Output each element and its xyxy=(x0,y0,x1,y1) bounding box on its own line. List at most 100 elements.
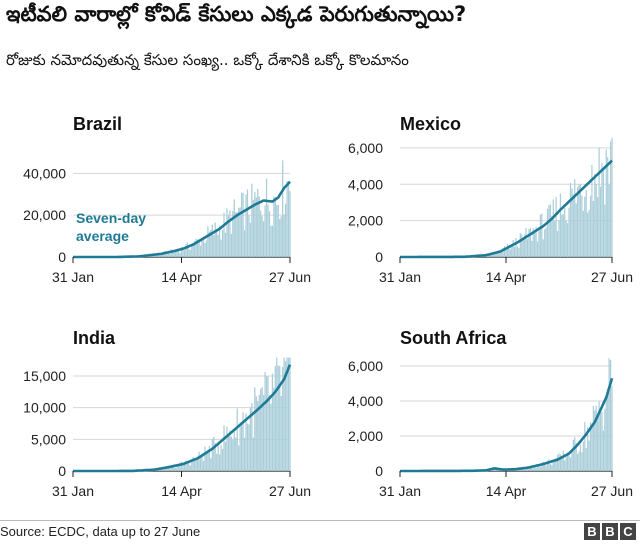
daily-bar xyxy=(568,207,570,257)
chart-subtitle: రోజుకు నమోదవుతున్న కేసుల సంఖ్య.. ఒక్కో ద… xyxy=(6,51,409,69)
daily-bar xyxy=(538,465,540,471)
daily-bar xyxy=(239,207,241,257)
daily-bar xyxy=(539,466,541,471)
series-annotation: Seven-day xyxy=(76,210,146,226)
daily-bar xyxy=(597,417,599,471)
daily-bar xyxy=(260,210,262,257)
daily-bar xyxy=(238,207,240,257)
daily-bar xyxy=(235,437,237,471)
daily-bar xyxy=(599,408,602,471)
series-annotation: average xyxy=(76,228,129,244)
daily-bar xyxy=(179,462,181,471)
daily-bar xyxy=(511,244,513,257)
daily-bar xyxy=(555,457,557,471)
panel-title: Mexico xyxy=(400,114,461,134)
x-tick-label: 31 Jan xyxy=(379,269,421,285)
daily-bar xyxy=(509,249,511,257)
daily-bar xyxy=(559,454,562,471)
daily-bar xyxy=(544,229,546,257)
daily-bar xyxy=(220,445,222,471)
daily-bar xyxy=(232,439,234,471)
daily-bar xyxy=(246,423,249,471)
y-tick-label: 0 xyxy=(58,463,66,479)
daily-bar xyxy=(604,204,606,257)
daily-bar xyxy=(569,182,572,257)
daily-bar xyxy=(175,249,177,257)
daily-bar xyxy=(199,245,202,257)
daily-bar xyxy=(545,227,547,257)
daily-bar xyxy=(262,395,265,471)
daily-bar xyxy=(524,468,526,471)
daily-bar xyxy=(502,247,504,257)
daily-bar xyxy=(594,410,596,471)
daily-bar xyxy=(546,208,549,257)
daily-bar xyxy=(564,207,566,257)
daily-bar xyxy=(552,460,554,471)
daily-bar xyxy=(213,235,215,257)
daily-bar xyxy=(585,448,587,471)
daily-bar xyxy=(287,182,290,257)
daily-bar xyxy=(217,234,219,257)
daily-bar xyxy=(532,228,534,257)
daily-bar xyxy=(198,451,200,471)
daily-bar xyxy=(177,464,180,471)
daily-bar xyxy=(264,371,266,471)
daily-bar xyxy=(220,239,222,257)
daily-bar xyxy=(531,240,533,257)
daily-bar xyxy=(204,446,206,471)
daily-bar xyxy=(282,160,284,257)
daily-bar xyxy=(230,436,232,471)
daily-bar xyxy=(197,456,199,471)
seven-day-average-line xyxy=(73,364,292,473)
source-note: Source: ECDC, data up to 27 June xyxy=(0,524,201,539)
daily-bar xyxy=(265,376,268,471)
daily-bar xyxy=(559,193,562,257)
daily-bar xyxy=(588,440,590,471)
daily-bar xyxy=(569,457,572,471)
logo-letter: B xyxy=(584,523,600,540)
daily-bar xyxy=(283,357,285,471)
daily-bar xyxy=(175,467,177,471)
daily-bar xyxy=(598,147,600,257)
daily-bar xyxy=(608,184,610,257)
daily-bar xyxy=(198,238,200,257)
daily-bar xyxy=(230,233,232,257)
daily-bar xyxy=(160,468,162,471)
daily-bar xyxy=(151,255,153,257)
daily-bar xyxy=(214,222,216,257)
daily-bar xyxy=(185,244,187,257)
daily-bar xyxy=(515,238,517,257)
daily-bar xyxy=(536,464,539,471)
y-tick-label: 4,000 xyxy=(348,393,383,409)
daily-bar xyxy=(268,211,271,257)
daily-bar xyxy=(183,463,186,471)
daily-bar xyxy=(515,469,517,471)
daily-bar xyxy=(289,191,291,257)
y-tick-label: 0 xyxy=(58,249,66,265)
daily-bar xyxy=(252,199,254,257)
daily-bar xyxy=(271,225,274,257)
daily-bar xyxy=(588,209,590,257)
daily-bar xyxy=(166,254,168,257)
daily-bar xyxy=(248,215,250,257)
daily-bar xyxy=(565,455,567,471)
daily-bar xyxy=(503,246,506,257)
daily-bar xyxy=(611,137,613,257)
daily-bar xyxy=(578,184,580,257)
daily-bar xyxy=(546,460,549,471)
daily-bar xyxy=(180,461,183,471)
daily-bar xyxy=(267,204,269,257)
daily-bar xyxy=(601,162,603,257)
daily-bar xyxy=(544,462,546,471)
daily-bar xyxy=(564,460,566,471)
daily-bar xyxy=(261,216,263,257)
daily-bar xyxy=(172,464,174,471)
daily-bar xyxy=(243,437,246,471)
daily-bar xyxy=(211,439,213,471)
daily-bar xyxy=(229,430,231,471)
daily-bar xyxy=(574,179,576,257)
daily-bar xyxy=(251,402,253,471)
daily-bar xyxy=(501,249,503,257)
daily-bar xyxy=(270,403,272,471)
